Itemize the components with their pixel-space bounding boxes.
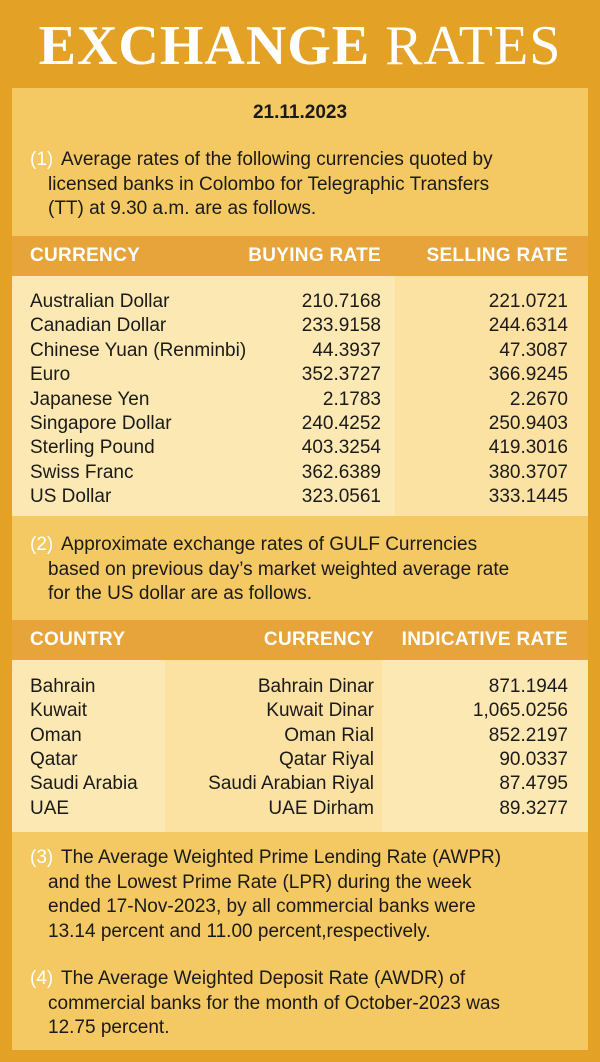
title: EXCHANGE RATES [0, 14, 600, 78]
table-cell: 244.6314 [488, 315, 568, 337]
table-cell: 366.9245 [488, 364, 568, 386]
table-cell: 1,065.0256 [472, 700, 568, 722]
table-cell: Oman Rial [284, 724, 374, 746]
table-cell: 210.7168 [301, 291, 381, 312]
table-cell: 233.9158 [301, 315, 381, 337]
table-header-bar [12, 620, 588, 660]
table-column-bg [12, 276, 395, 516]
table-cell: US Dollar [30, 486, 112, 508]
table-cell: 90.0337 [499, 748, 568, 770]
note-line: based on previous day’s market weighted … [48, 558, 510, 580]
note-line: ended 17-Nov-2023, by all commercial ban… [48, 896, 476, 917]
table-cell: 221.0721 [488, 291, 568, 312]
column-header: BUYING RATE [248, 245, 381, 266]
table-cell: 44.3937 [312, 339, 381, 361]
note-line: The Average Weighted Deposit Rate (AWDR)… [61, 968, 466, 989]
note-number: (1) [30, 149, 54, 170]
table-cell: 871.1944 [488, 676, 568, 697]
note-line: Approximate exchange rates of GULF Curre… [61, 534, 478, 555]
note-line: licensed banks in Colombo for Telegraphi… [48, 173, 490, 195]
title-light: RATES [385, 15, 562, 77]
note-number: (4) [30, 968, 54, 989]
table-cell: Qatar Riyal [278, 748, 374, 770]
table-cell: Kuwait [30, 700, 88, 722]
table-column-bg [12, 660, 165, 832]
note-line: Average rates of the following currencie… [61, 149, 493, 170]
table-cell: 362.6389 [301, 461, 381, 483]
column-header: COUNTRY [30, 629, 126, 650]
table-cell: Swiss Franc [30, 461, 134, 483]
column-header: INDICATIVE RATE [401, 629, 568, 650]
table-column-bg [382, 660, 588, 832]
table-cell: 2.1783 [322, 388, 381, 410]
table-cell: 852.2197 [488, 724, 568, 746]
note-number: (2) [30, 534, 54, 555]
table-cell: 419.3016 [488, 437, 568, 459]
table-cell: 250.9403 [488, 413, 568, 434]
note-number: (3) [30, 847, 54, 868]
table-cell: 403.3254 [301, 437, 381, 459]
title-bold: EXCHANGE [38, 15, 371, 77]
note-line: and the Lowest Prime Rate (LPR) during t… [48, 871, 472, 893]
table-cell: Bahrain Dinar [257, 676, 374, 697]
table-header-bar [12, 236, 588, 276]
note-line: commercial banks for the month of Octobe… [48, 992, 500, 1014]
table-cell: 380.3707 [488, 461, 568, 483]
table-cell: Canadian Dollar [30, 315, 167, 337]
table-cell: Singapore Dollar [30, 413, 172, 434]
table-cell: 240.4252 [301, 413, 381, 434]
table-cell: Oman [30, 724, 82, 746]
column-header: CURRENCY [263, 629, 374, 650]
note-line: for the US dollar are as follows. [48, 583, 313, 604]
table-cell: UAE [30, 797, 70, 819]
note-line: 13.14 percent and 11.00 percent,respecti… [48, 920, 431, 942]
table-cell: 352.3727 [301, 364, 381, 386]
table-cell: Qatar [30, 748, 78, 770]
table-cell: Australian Dollar [30, 291, 170, 312]
table-cell: 333.1445 [488, 486, 568, 508]
note-line: 12.75 percent. [48, 1017, 170, 1038]
table-cell: 47.3087 [499, 339, 568, 361]
table-column-bg [165, 660, 382, 832]
table-cell: Saudi Arabian Riyal [208, 773, 374, 795]
table-cell: Kuwait Dinar [266, 700, 374, 722]
table-cell: Bahrain [30, 676, 96, 697]
table-cell: Sterling Pound [30, 437, 155, 459]
table-cell: Chinese Yuan (Renminbi) [30, 339, 247, 361]
table-cell: UAE Dirham [268, 797, 374, 819]
date: 21.11.2023 [252, 102, 348, 123]
column-header: SELLING RATE [426, 245, 568, 266]
table-cell: 2.2670 [509, 388, 568, 410]
table-cell: Japanese Yen [30, 388, 150, 410]
table-cell: 87.4795 [499, 773, 568, 795]
table-column-bg [395, 276, 588, 516]
table-cell: 323.0561 [301, 486, 381, 508]
column-header: CURRENCY [30, 245, 141, 266]
table-cell: Saudi Arabia [30, 773, 138, 795]
note-line: The Average Weighted Prime Lending Rate … [61, 847, 502, 868]
table-cell: Euro [30, 364, 71, 386]
table-cell: 89.3277 [499, 797, 568, 819]
note-line: (TT) at 9.30 a.m. are as follows. [48, 198, 317, 219]
